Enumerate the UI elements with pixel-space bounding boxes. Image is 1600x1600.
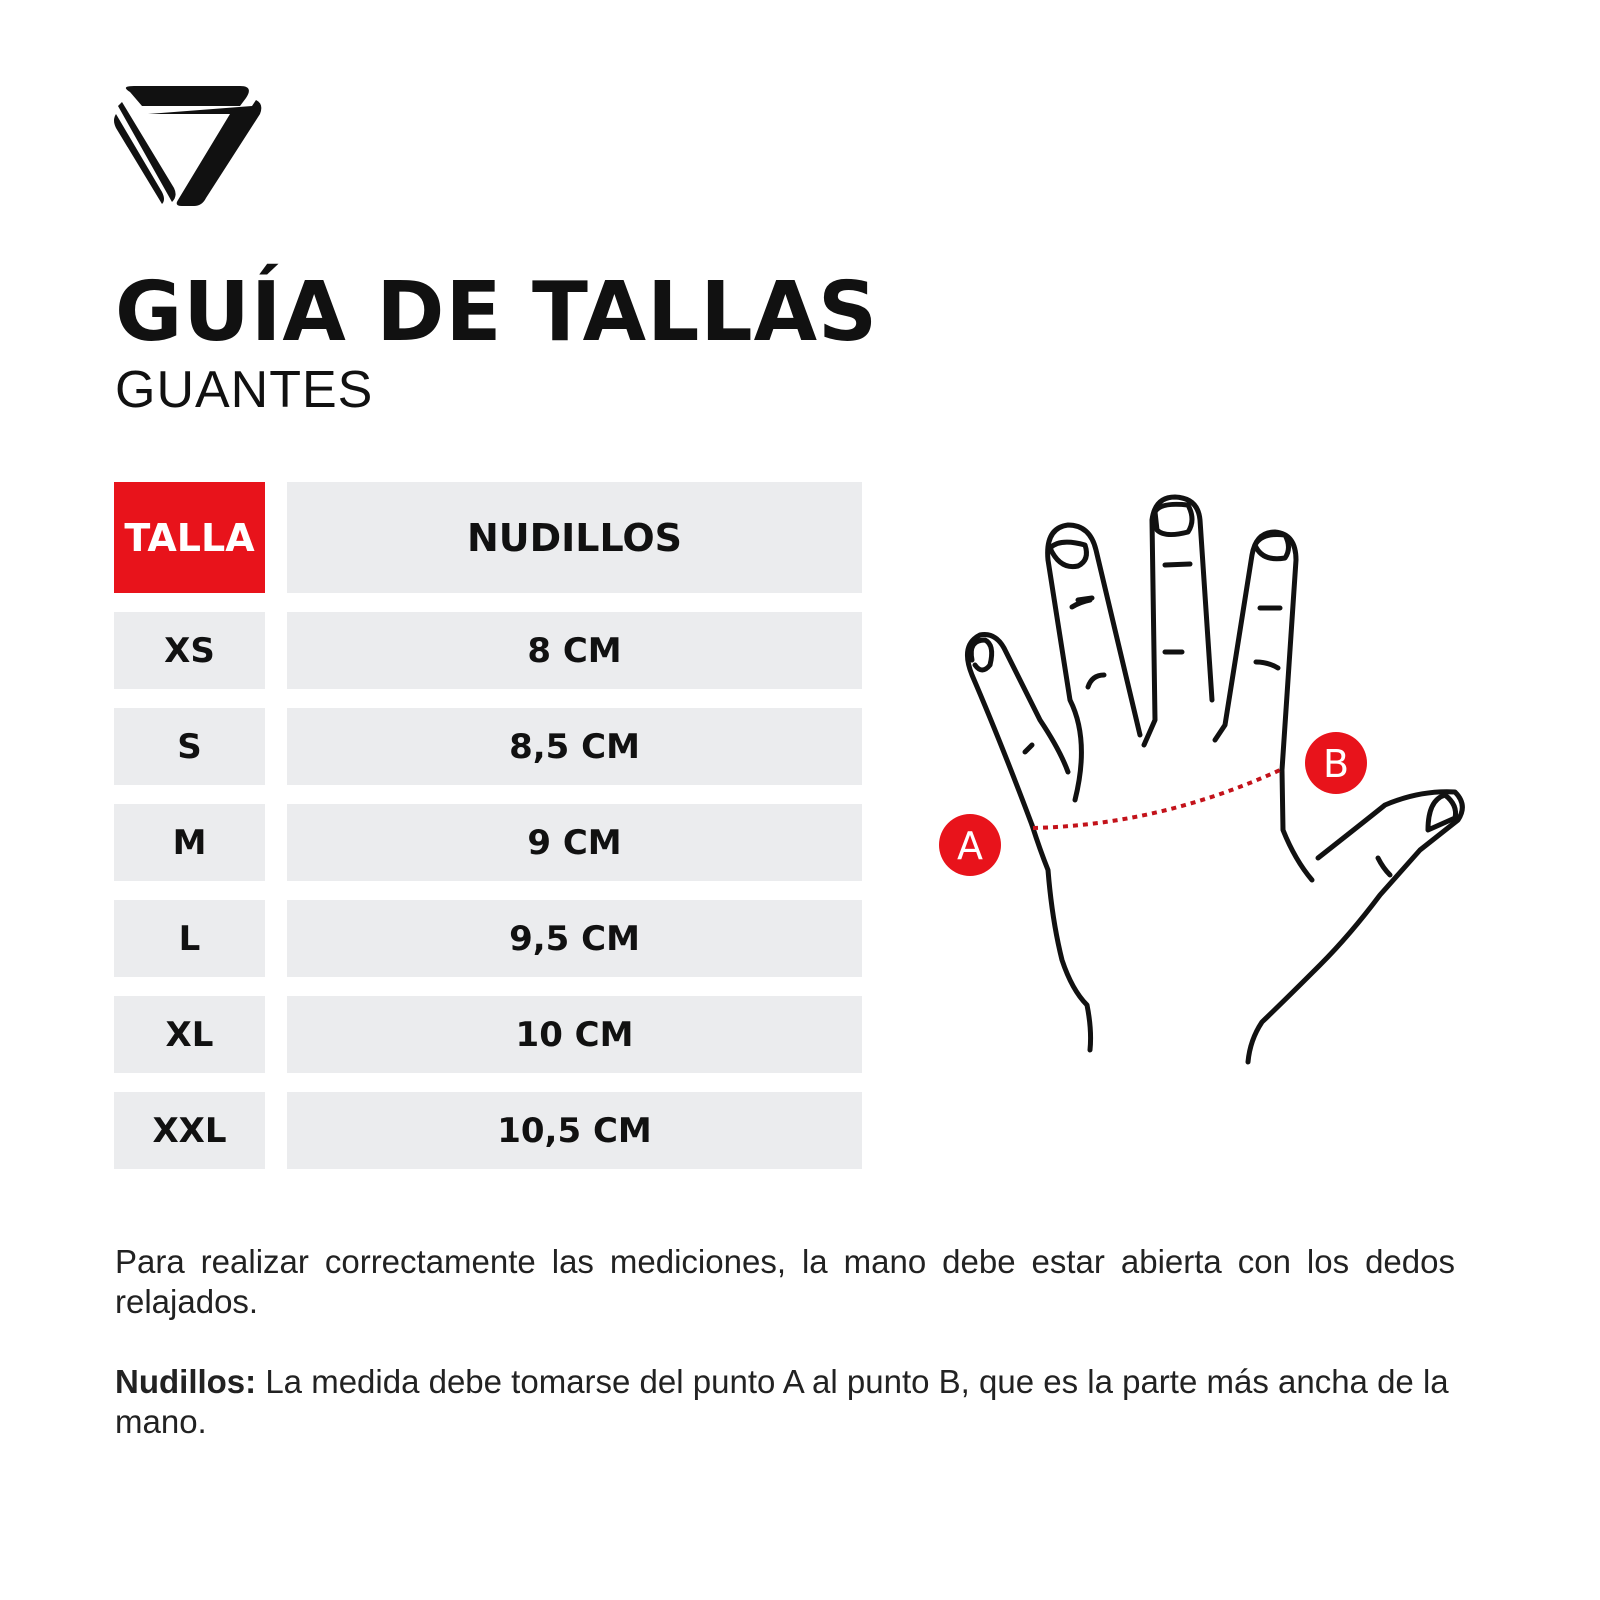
- table-header-row: TALLA NUDILLOS: [114, 482, 862, 593]
- header-knuckles: NUDILLOS: [287, 482, 862, 593]
- size-cell: M: [114, 804, 265, 881]
- size-table: TALLA NUDILLOS XS 8 CM S 8,5 CM M 9 CM L…: [114, 482, 862, 1188]
- size-cell: S: [114, 708, 265, 785]
- point-b-badge: B: [1305, 732, 1367, 794]
- page-title: GUÍA DE TALLAS: [115, 265, 879, 360]
- point-a-label: A: [957, 824, 983, 868]
- table-row: S 8,5 CM: [114, 708, 862, 785]
- page-subtitle: GUANTES: [115, 361, 374, 419]
- knuckles-label: Nudillos:: [115, 1363, 257, 1400]
- hand-illustration: A B: [939, 494, 1465, 1065]
- table-row: XL 10 CM: [114, 996, 862, 1073]
- table-row: M 9 CM: [114, 804, 862, 881]
- size-cell: XXL: [114, 1092, 265, 1169]
- knuckles-cell: 10 CM: [287, 996, 862, 1073]
- point-a-badge: A: [939, 814, 1001, 876]
- knuckles-cell: 9,5 CM: [287, 900, 862, 977]
- header-size: TALLA: [114, 482, 265, 593]
- knuckles-cell: 10,5 CM: [287, 1092, 862, 1169]
- instructions-paragraph: Para realizar correctamente las medicion…: [115, 1243, 1455, 1320]
- size-cell: XL: [114, 996, 265, 1073]
- table-row: XXL 10,5 CM: [114, 1092, 862, 1169]
- knuckles-text: La medida debe tomarse del punto A al pu…: [115, 1363, 1449, 1440]
- measurement-line: [1032, 768, 1281, 830]
- knuckles-instructions: Nudillos: La medida debe tomarse del pun…: [115, 1362, 1455, 1442]
- size-cell: L: [114, 900, 265, 977]
- knuckles-cell: 9 CM: [287, 804, 862, 881]
- brand-logo: [114, 86, 262, 206]
- table-row: XS 8 CM: [114, 612, 862, 689]
- size-cell: XS: [114, 612, 265, 689]
- knuckles-cell: 8,5 CM: [287, 708, 862, 785]
- table-row: L 9,5 CM: [114, 900, 862, 977]
- knuckles-cell: 8 CM: [287, 612, 862, 689]
- hand-outline: [965, 494, 1465, 1065]
- point-b-label: B: [1323, 742, 1349, 786]
